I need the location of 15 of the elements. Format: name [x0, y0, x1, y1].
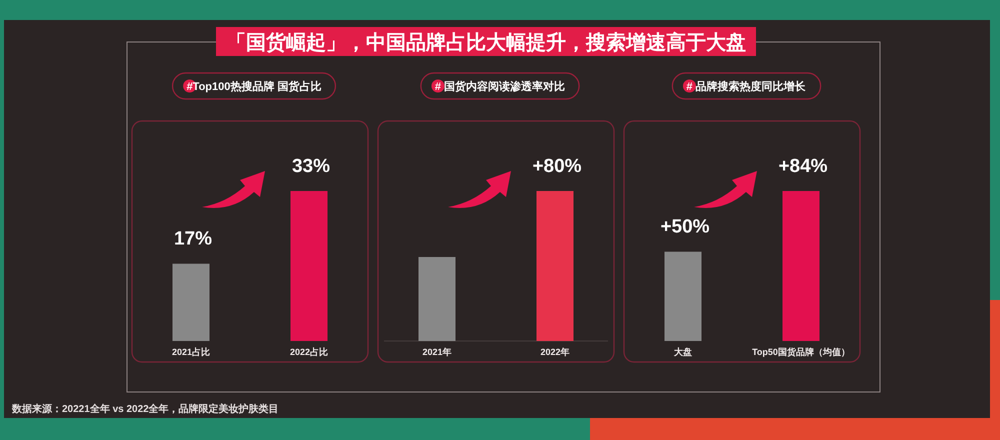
data-label: 33% [292, 156, 330, 177]
source-note: 数据来源：20221全年 vs 2022全年，品牌限定美妆护肤类目 [11, 403, 279, 415]
chart-title: # 国货内容阅读渗透率对比 [434, 80, 566, 93]
x-tick-label: Top50国货品牌（均值） [752, 347, 850, 357]
annotation: +80% [532, 156, 582, 177]
x-tick-label: 2021年 [422, 347, 452, 357]
data-label: +50% [660, 216, 710, 238]
x-tick-label: 2022年 [540, 347, 570, 357]
x-tick-label: 2021占比 [172, 347, 210, 357]
x-tick-label: 2022占比 [290, 347, 328, 357]
data-label: 17% [174, 228, 212, 250]
x-tick-label: 大盘 [674, 347, 692, 357]
text: 「国货崛起」，中国品牌占比大幅提升，搜索增速高于大盘 [226, 31, 746, 54]
chart-title: # 品牌搜索热度同比增长 [686, 80, 807, 93]
data-label: +84% [778, 156, 828, 177]
